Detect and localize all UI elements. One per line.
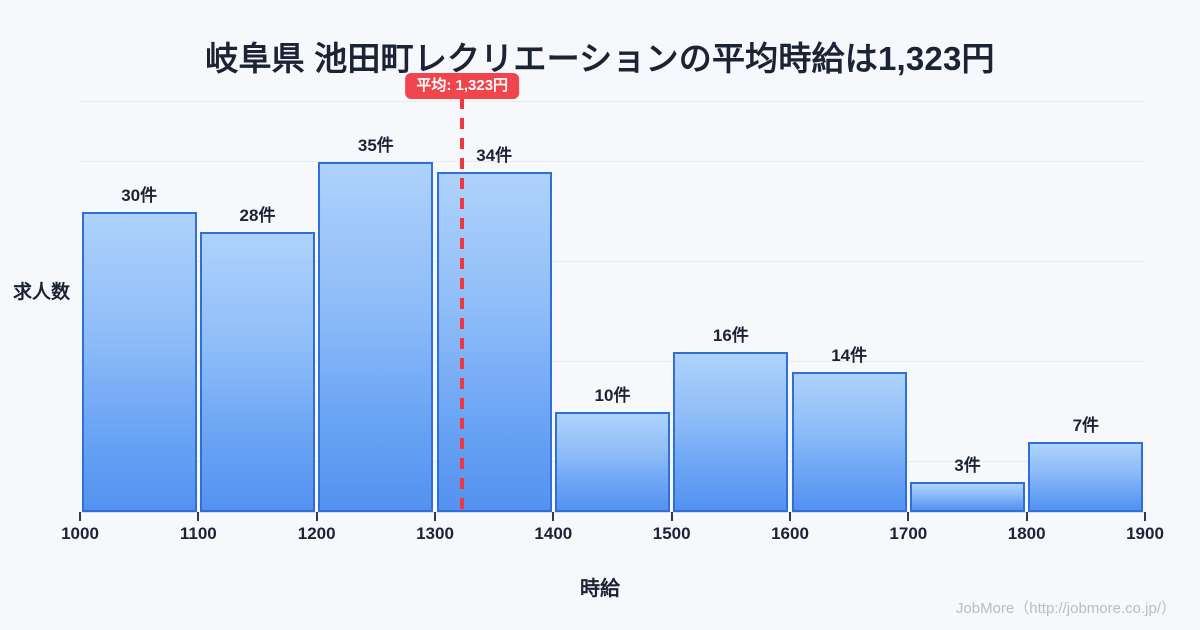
y-axis-title: 求人数 [13, 282, 71, 303]
x-tick [552, 512, 555, 521]
x-tick-label: 1200 [297, 524, 336, 543]
x-tick [670, 512, 673, 521]
bar[interactable] [554, 412, 671, 512]
x-tick-label: 1400 [534, 524, 573, 543]
x-tick-label: 1600 [771, 524, 809, 543]
x-tick [315, 512, 318, 521]
x-tick [1144, 512, 1146, 521]
bar[interactable] [318, 162, 434, 512]
bar[interactable] [436, 172, 552, 512]
page-title: 岐阜県 池田町レクリエーションの平均時給は1,323円 [205, 40, 995, 77]
x-tick [1025, 512, 1028, 521]
plot-area: 30件 28件 35件 34件 10件 16件 14件 3件 7件 平均: 1,323円 [80, 73, 1145, 512]
x-axis-title: 時給 [580, 578, 620, 600]
bar[interactable] [909, 482, 1026, 512]
x-tick-label: 1000 [61, 524, 99, 543]
x-tick-label: 1900 [1126, 524, 1164, 543]
bar-value-label: 28件 [239, 206, 276, 225]
bar[interactable] [199, 232, 316, 512]
x-tick [907, 512, 910, 521]
x-axis-line [80, 512, 1145, 513]
bar-value-label: 35件 [357, 136, 394, 155]
bar[interactable] [791, 372, 907, 512]
x-tick-label: 1100 [179, 524, 217, 543]
x-tick [789, 512, 791, 521]
x-tick-label: 1300 [416, 524, 454, 543]
x-tick [434, 512, 436, 521]
x-tick [197, 512, 200, 521]
bar[interactable] [81, 212, 197, 512]
bar[interactable] [1028, 442, 1144, 512]
bar-value-label: 7件 [1072, 416, 1100, 435]
bar-value-label: 16件 [712, 326, 749, 345]
x-tick-label: 1500 [652, 524, 691, 543]
average-badge: 平均: 1,323円 [405, 73, 520, 100]
x-tick-label: 1800 [1007, 524, 1046, 543]
bar[interactable] [673, 352, 789, 512]
bar-value-label: 30件 [121, 186, 158, 205]
histogram-bars: 30件 28件 35件 34件 10件 16件 14件 3件 7件 [80, 98, 1145, 512]
bar-value-label: 14件 [831, 346, 868, 365]
watermark: JobMore（http://jobmore.co.jp/） [955, 600, 1176, 617]
bar-value-label: 3件 [954, 456, 981, 475]
average-line [460, 98, 465, 512]
x-tick [79, 512, 81, 521]
bar-value-label: 34件 [476, 146, 513, 165]
x-tick-label: 1700 [889, 524, 928, 543]
bar-value-label: 10件 [594, 386, 631, 405]
